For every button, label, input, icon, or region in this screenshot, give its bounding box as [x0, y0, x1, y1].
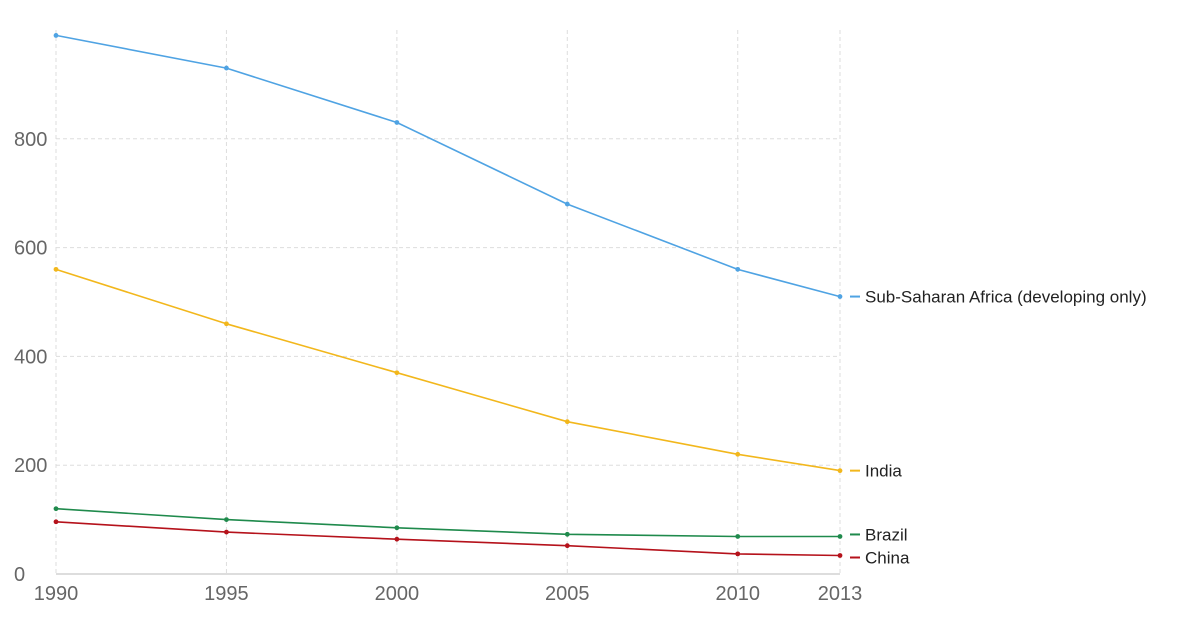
- grid: [55, 30, 841, 574]
- data-point: [837, 534, 843, 539]
- series-layer: [53, 33, 843, 558]
- data-point: [394, 525, 400, 531]
- x-tick-label: 2013: [818, 583, 863, 605]
- data-point: [53, 266, 59, 272]
- x-tick-label: 1990: [34, 583, 79, 605]
- series-line: [55, 34, 841, 298]
- series-india: [53, 266, 843, 474]
- axes: 0 200 400 600 800 1990 1995 2000 2005 2010 2013: [14, 129, 862, 605]
- data-point: [735, 266, 741, 272]
- series-line: [55, 268, 841, 472]
- series-labels: Sub-Saharan Africa (developing only) Indi…: [850, 288, 1147, 568]
- series-sub-saharan: [53, 33, 843, 299]
- x-tick-label: 2005: [545, 583, 590, 605]
- data-point: [564, 531, 570, 537]
- data-point: [224, 517, 229, 522]
- data-point: [394, 536, 400, 542]
- data-point: [53, 506, 59, 512]
- series-label: China: [865, 549, 910, 568]
- data-point: [837, 294, 843, 299]
- x-tick-label: 2000: [375, 583, 420, 605]
- series-label: Brazil: [865, 525, 908, 544]
- data-point: [735, 551, 741, 557]
- data-point: [735, 534, 741, 539]
- data-point: [564, 201, 570, 207]
- series-line: [55, 507, 840, 538]
- data-point: [53, 33, 59, 38]
- series-label: India: [865, 462, 902, 481]
- data-point: [224, 321, 229, 327]
- data-point: [53, 519, 59, 525]
- data-point: [224, 65, 229, 71]
- y-tick-label: 0: [14, 564, 25, 586]
- data-point: [735, 451, 741, 457]
- data-point: [564, 543, 570, 549]
- x-tick-label: 1995: [204, 583, 249, 605]
- series-brazil: [53, 506, 843, 539]
- y-tick-label: 400: [14, 346, 47, 368]
- series-label: Sub-Saharan Africa (developing only): [865, 288, 1147, 307]
- data-point: [394, 120, 400, 125]
- x-tick-label: 2010: [715, 583, 760, 605]
- data-point: [837, 553, 843, 558]
- series-line: [55, 521, 841, 557]
- y-tick-label: 800: [14, 129, 47, 151]
- data-point: [394, 370, 400, 376]
- data-point: [224, 529, 229, 535]
- y-tick-label: 200: [14, 455, 47, 477]
- series-china: [53, 519, 843, 558]
- data-point: [837, 468, 843, 474]
- y-tick-label: 600: [14, 238, 47, 260]
- data-point: [564, 419, 570, 425]
